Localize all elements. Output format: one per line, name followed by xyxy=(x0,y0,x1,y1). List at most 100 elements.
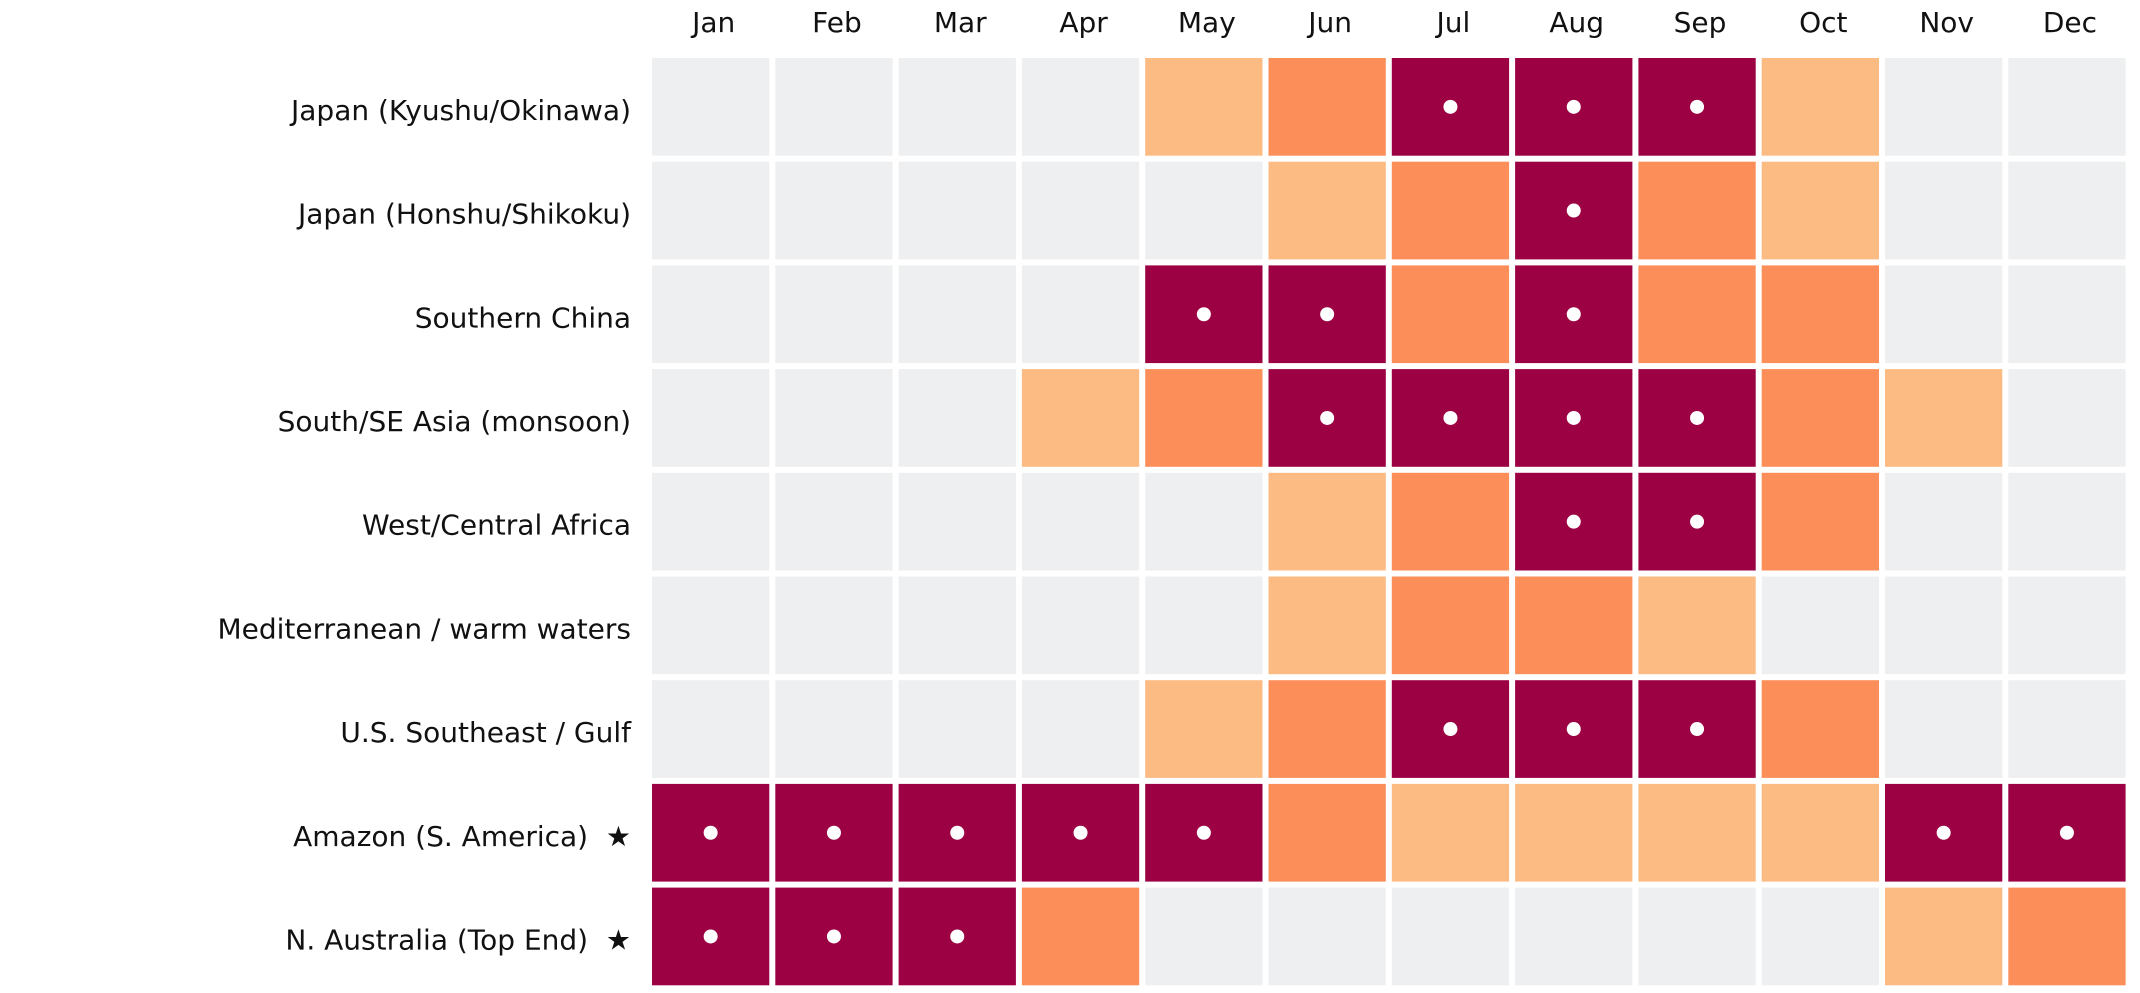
heatmap-cell xyxy=(1515,783,1633,882)
region-label: N. Australia (Top End) ★ xyxy=(285,923,631,956)
heatmap-cell xyxy=(652,161,770,260)
peak-marker-dot xyxy=(950,825,965,840)
heatmap-cell xyxy=(775,58,893,156)
region-label: West/Central Africa xyxy=(362,509,631,542)
heatmap-cell xyxy=(1021,680,1140,778)
month-label-sep: Sep xyxy=(1674,6,1727,39)
heatmap-cell xyxy=(1885,369,2003,467)
heatmap-cell xyxy=(1515,576,1633,675)
peak-marker-dot xyxy=(950,929,965,944)
heatmap-cell xyxy=(1268,58,1386,156)
heatmap-cell xyxy=(775,161,893,260)
peak-marker-dot xyxy=(1320,410,1335,425)
heatmap-cell xyxy=(1268,783,1386,882)
peak-marker-dot xyxy=(1566,99,1581,114)
heatmap-cell xyxy=(775,265,893,364)
month-label-jul: Jul xyxy=(1435,6,1471,39)
heatmap-cell xyxy=(1885,265,2003,364)
peak-marker-dot xyxy=(1196,307,1211,322)
heatmap-cell xyxy=(898,680,1016,778)
heatmap-cell xyxy=(898,369,1016,467)
heatmap-cell xyxy=(1145,887,1263,986)
heatmap-cell xyxy=(1761,369,1879,467)
peak-marker-dot xyxy=(703,825,718,840)
heatmap-cell xyxy=(1021,576,1140,675)
heatmap-cell xyxy=(652,472,770,571)
region-label: Japan (Kyushu/Okinawa) xyxy=(289,94,631,127)
month-label-may: May xyxy=(1178,6,1236,39)
heatmap-cell xyxy=(775,472,893,571)
peak-marker-dot xyxy=(703,929,718,944)
region-label: U.S. Southeast / Gulf xyxy=(340,716,632,749)
heatmap-cell xyxy=(2008,887,2126,986)
heatmap-cell xyxy=(2008,680,2126,778)
heatmap-cell xyxy=(1021,369,1140,467)
heatmap-cell xyxy=(1268,680,1386,778)
peak-marker-dot xyxy=(1690,722,1705,737)
heatmap-cell xyxy=(1145,58,1263,156)
peak-marker-dot xyxy=(1566,722,1581,737)
heatmap-cell xyxy=(1021,58,1140,156)
heatmap-cell xyxy=(1761,161,1879,260)
heatmap-cell xyxy=(652,680,770,778)
peak-marker-dot xyxy=(826,825,841,840)
heatmap-cell xyxy=(1638,783,1756,882)
heatmap-cell xyxy=(652,369,770,467)
heatmap-cell xyxy=(1391,783,1510,882)
heatmap-cell xyxy=(775,369,893,467)
peak-marker-dot xyxy=(1690,410,1705,425)
region-axis: Japan (Kyushu/Okinawa) Japan (Honshu/Shik… xyxy=(217,94,632,957)
heatmap-cell xyxy=(775,576,893,675)
peak-marker-dot xyxy=(1320,307,1335,322)
heatmap-cell xyxy=(1391,887,1510,986)
heatmap-cell xyxy=(1885,680,2003,778)
heatmap-cell xyxy=(1021,472,1140,571)
heatmap-cell xyxy=(1145,680,1263,778)
peak-marker-dot xyxy=(1936,825,1951,840)
heatmap-cell xyxy=(2008,58,2126,156)
heatmap-cell xyxy=(1145,161,1263,260)
heatmap-cell xyxy=(1761,680,1879,778)
heatmap-cell xyxy=(775,680,893,778)
month-label-jun: Jun xyxy=(1306,6,1352,39)
heatmap-cell xyxy=(1268,887,1386,986)
heatmap-cell xyxy=(2008,265,2126,364)
heatmap-cell xyxy=(1145,369,1263,467)
peak-marker-dot xyxy=(1690,514,1705,529)
month-label-nov: Nov xyxy=(1919,6,1974,39)
month-label-oct: Oct xyxy=(1799,6,1847,39)
month-label-jan: Jan xyxy=(690,6,735,39)
heatmap-cell xyxy=(1885,472,2003,571)
heatmap-cell xyxy=(1638,576,1756,675)
heatmap-cell xyxy=(1021,265,1140,364)
heatmap-cell xyxy=(898,265,1016,364)
peak-marker-dot xyxy=(1566,203,1581,218)
heatmap-cell xyxy=(1761,887,1879,986)
heatmap-cell xyxy=(2008,369,2126,467)
heatmap-cell xyxy=(1391,161,1510,260)
heatmap-cell xyxy=(1761,265,1879,364)
peak-marker-dot xyxy=(1566,410,1581,425)
peak-marker-dot xyxy=(2059,825,2074,840)
month-label-feb: Feb xyxy=(812,6,862,39)
heatmap-cell xyxy=(1885,161,2003,260)
heatmap-cell xyxy=(1391,472,1510,571)
month-label-dec: Dec xyxy=(2043,6,2097,39)
heatmap-cell xyxy=(1268,576,1386,675)
peak-marker-dot xyxy=(1073,825,1088,840)
heatmap-cell xyxy=(652,576,770,675)
heatmap-cell xyxy=(1391,576,1510,675)
peak-marker-dot xyxy=(1443,99,1458,114)
heatmap-cell xyxy=(898,58,1016,156)
heatmap-cells xyxy=(652,58,2126,986)
peak-marker-dot xyxy=(1566,514,1581,529)
heatmap-cell xyxy=(1391,265,1510,364)
region-label: Japan (Honshu/Shikoku) xyxy=(296,198,631,231)
heatmap-cell xyxy=(1021,161,1140,260)
heatmap-cell xyxy=(652,265,770,364)
heatmap-cell xyxy=(1268,472,1386,571)
heatmap-cell xyxy=(1268,161,1386,260)
heatmap-cell xyxy=(1638,887,1756,986)
region-label: Southern China xyxy=(415,301,631,334)
